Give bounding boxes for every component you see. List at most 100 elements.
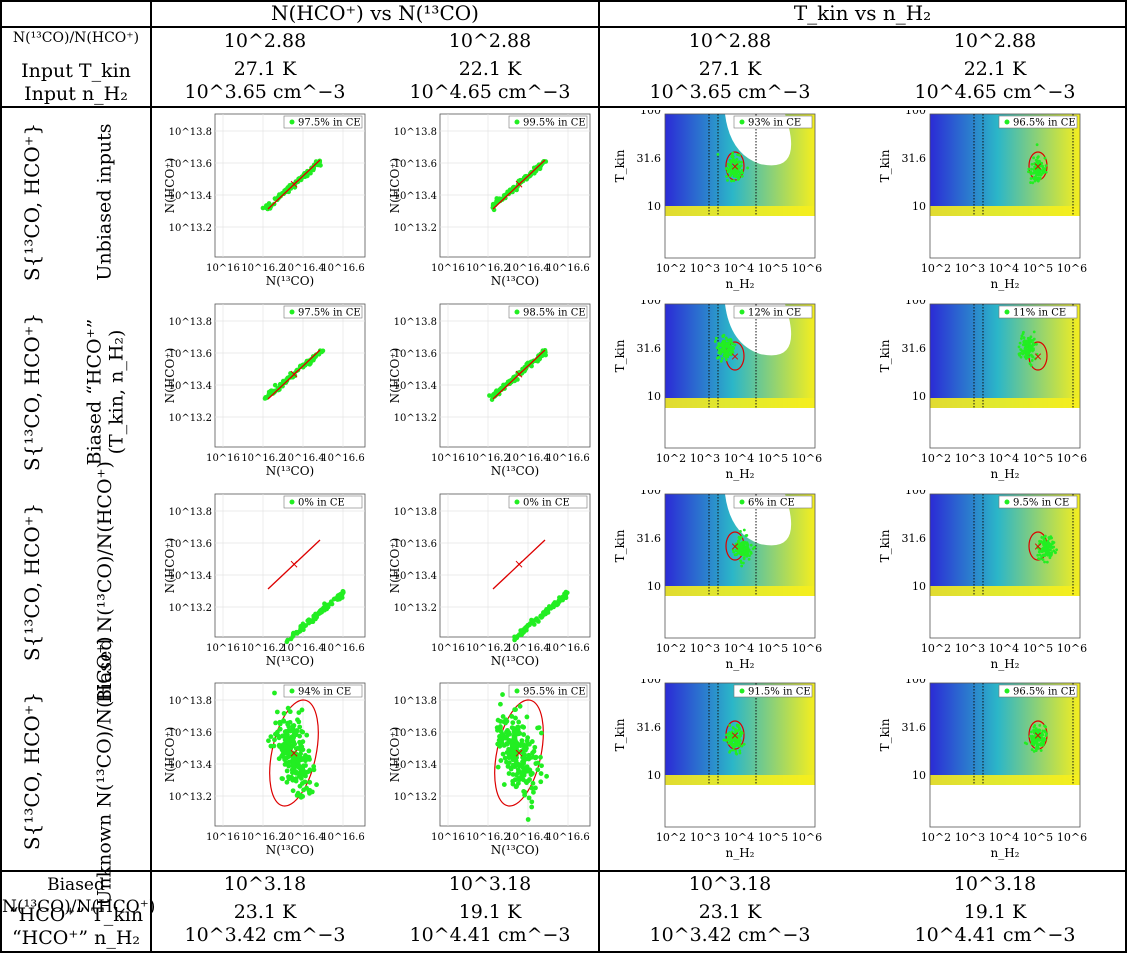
- x-tick-label: 10^3: [690, 452, 720, 465]
- panel-svg: 10^16 10^16.210^16.410^16.6 10^13.2 10^13.4…: [388, 682, 591, 857]
- panel-0-1: 10^16 10^16.2 10^16.4 10^16.6 10^13.2 10^13.4…: [385, 110, 600, 297]
- sample-point: [749, 543, 753, 547]
- input-ratio-label: N(¹³CO)/N(HCO⁺): [2, 30, 150, 46]
- bias-tkin-value: 19.1 K: [963, 901, 1027, 923]
- y-tick-label: 10: [647, 580, 661, 593]
- sample-point: [274, 729, 280, 735]
- legend-box: [733, 684, 813, 698]
- axes-box: [664, 303, 816, 449]
- sample-point: [287, 374, 293, 379]
- x-tick-label: 10^16: [431, 643, 465, 654]
- sample-point: [729, 344, 732, 348]
- sample-point: [311, 615, 317, 621]
- heat-map-floor: [665, 586, 815, 596]
- sample-point: [522, 789, 528, 795]
- sample-point: [285, 721, 291, 727]
- sample-point: [528, 172, 534, 177]
- sample-point: [1030, 167, 1033, 171]
- sample-point: [521, 732, 527, 737]
- sample-point: [747, 557, 751, 561]
- sample-point: [1026, 349, 1030, 353]
- sample-point: [1030, 748, 1034, 751]
- sample-point: [753, 545, 757, 549]
- x-tick-label: 10^4: [989, 642, 1019, 655]
- y-tick-label: 10^13.8: [394, 317, 437, 328]
- sample-point: [735, 163, 739, 167]
- y-tick-label: 100: [905, 679, 926, 686]
- x-tick-label: 10^16.2: [241, 643, 284, 654]
- sample-point: [287, 709, 293, 715]
- sample-point: [529, 363, 534, 369]
- sample-point: [527, 621, 533, 626]
- legend-label: 94% in CE: [298, 687, 351, 698]
- x-tick-label: 10^2: [921, 831, 951, 844]
- sample-point: [737, 535, 741, 539]
- sample-point: [732, 746, 736, 749]
- y-tick-label: 10^13.6: [394, 349, 437, 360]
- sample-point: [740, 564, 744, 568]
- x-tick-label: 10^16.4: [506, 263, 549, 274]
- x-tick-label: 10^3: [955, 452, 985, 465]
- legend-box: [508, 115, 588, 129]
- sample-point: [543, 352, 548, 358]
- sample-point: [744, 534, 748, 538]
- y-tick-label: 10: [912, 769, 926, 782]
- sample-point: [1029, 172, 1033, 176]
- sample-point: [1036, 545, 1040, 549]
- sample-point: [519, 741, 525, 747]
- panel-svg: 10^2 10^3 10^4 10^5 10^6 10 31.6 100 n_H₂ T_kin × 1…: [878, 294, 1087, 481]
- true-value-marker: ×: [514, 367, 524, 381]
- sample-point: [728, 731, 732, 735]
- legend-marker: [514, 688, 520, 694]
- sample-point: [724, 358, 728, 362]
- sample-point: [1040, 550, 1044, 553]
- axes-box: [664, 113, 816, 259]
- sample-point: [1044, 725, 1047, 729]
- sample-point: [1031, 339, 1035, 342]
- sample-point: [731, 158, 735, 161]
- sample-point: [1022, 336, 1026, 340]
- sample-point: [740, 160, 743, 164]
- sample-point: [1027, 170, 1030, 174]
- sample-point: [733, 343, 737, 347]
- legend-label: 93% in CE: [748, 118, 801, 129]
- y-tick-label: 10^13.4: [394, 191, 437, 202]
- legend-box: [733, 115, 813, 129]
- x-tick-label: 10^16.4: [506, 832, 549, 843]
- sample-point: [538, 771, 544, 776]
- x-tick-label: 10^4: [724, 452, 754, 465]
- x-tick-label: 10^4: [989, 262, 1019, 275]
- sample-point: [1033, 740, 1037, 744]
- x-tick-label: 10^4: [989, 831, 1019, 844]
- sample-point: [727, 168, 731, 172]
- row-label-s: S{¹³CO, HCO⁺}: [20, 691, 44, 851]
- bias-nh2-label-text: “HCO⁺” n_H₂: [11, 927, 141, 949]
- heat-map-floor: [930, 775, 1080, 785]
- y-tick-label: 10^13.8: [169, 696, 212, 707]
- sample-point: [722, 353, 726, 357]
- sample-point: [529, 799, 535, 805]
- sample-point: [736, 546, 740, 550]
- y-tick-label: 10: [647, 200, 661, 213]
- sample-point: [1038, 542, 1041, 546]
- sample-point: [305, 618, 310, 624]
- legend-box: [508, 305, 588, 319]
- heat-map-floor: [930, 398, 1080, 408]
- sample-point: [1050, 536, 1053, 540]
- sample-point: [1050, 551, 1054, 555]
- panel-svg: 10^16 10^16.210^16.410^16.6 10^13.2 10^13.4…: [388, 303, 591, 478]
- legend-marker: [514, 309, 520, 315]
- sample-point: [540, 610, 546, 615]
- bias-tkin-value: 19.1 K: [458, 901, 522, 923]
- sample-point: [1041, 541, 1045, 545]
- panel-svg: 10^2 10^3 10^4 10^5 10^6 10 31.6 100 n_H₂ T_kin × 9…: [878, 673, 1087, 860]
- sample-point: [1038, 163, 1042, 167]
- x-axis-label: N(¹³CO): [491, 654, 540, 668]
- sample-point: [1037, 550, 1041, 554]
- row-label-s: S{¹³CO, HCO⁺}: [20, 122, 44, 282]
- sample-point: [729, 337, 732, 341]
- x-tick-label: 10^6: [1057, 642, 1087, 655]
- sample-point: [303, 754, 309, 760]
- confidence-ellipse: [269, 699, 319, 807]
- sample-point: [520, 759, 525, 765]
